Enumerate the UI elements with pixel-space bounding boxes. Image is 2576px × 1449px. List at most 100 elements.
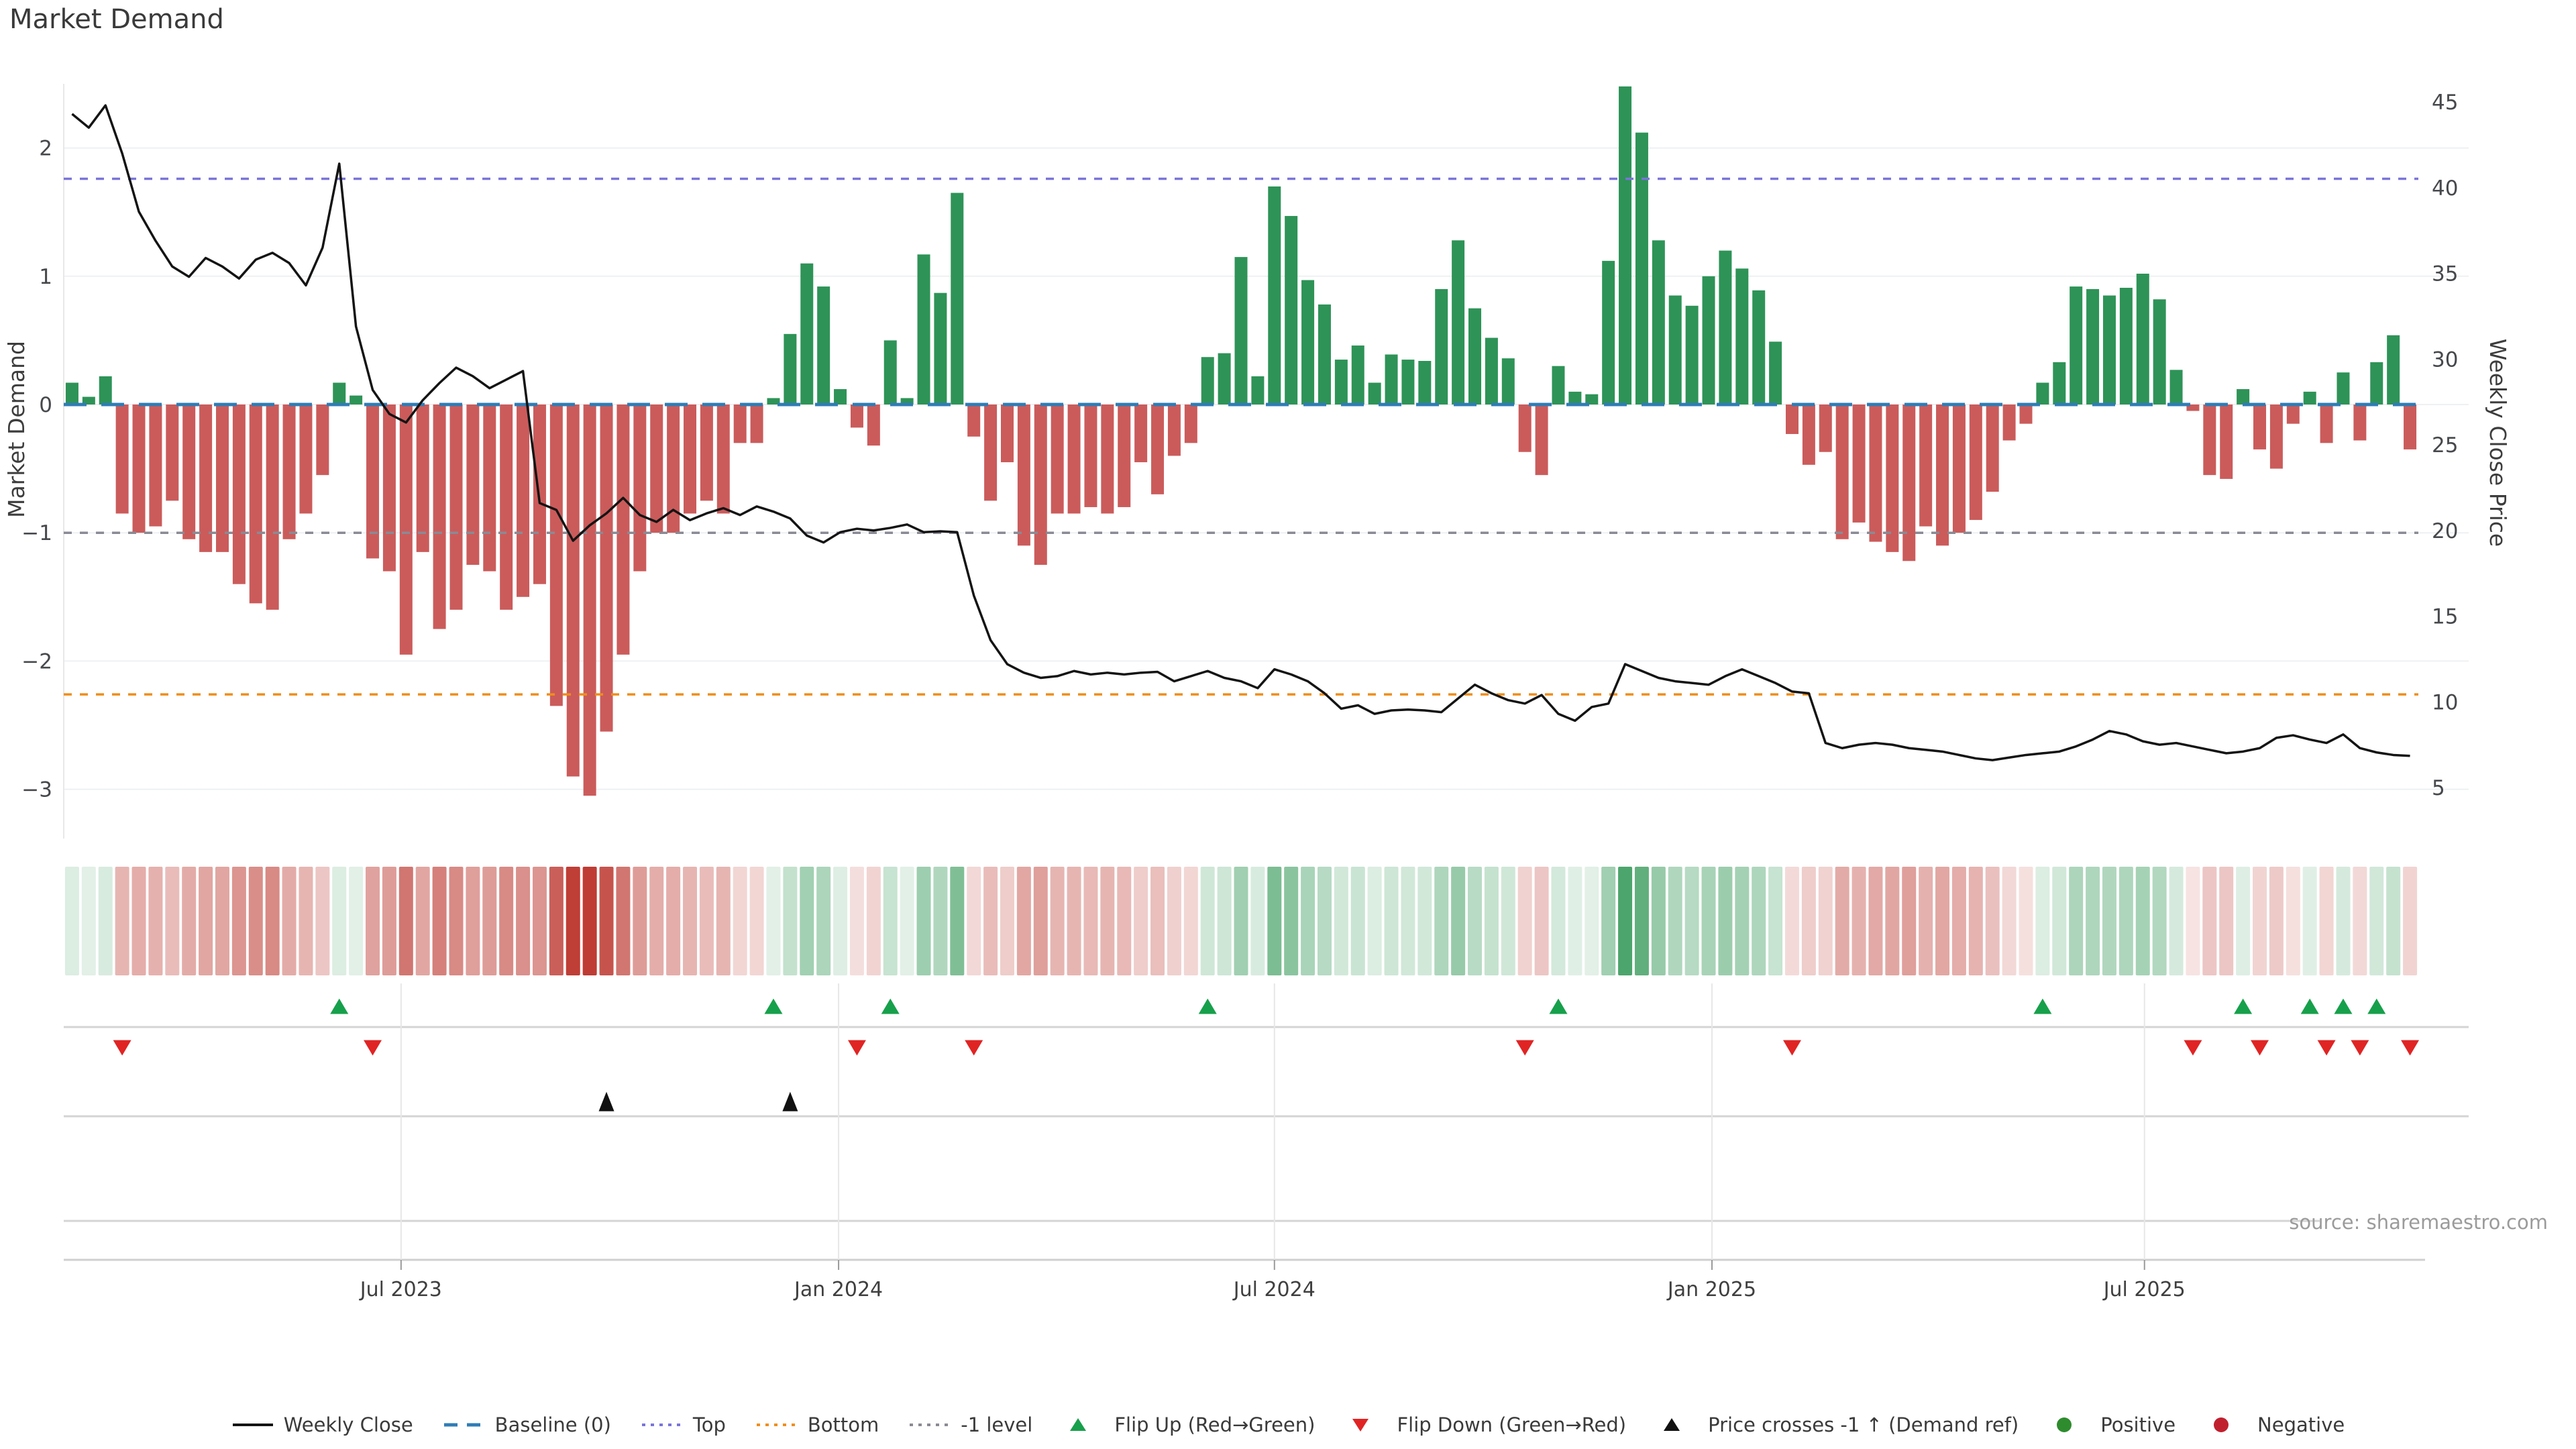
demand-bar-negative [1134,405,1148,463]
demand-bar-positive [900,398,914,405]
heatmap-cell [1451,867,1466,975]
demand-bar-negative [867,405,880,446]
right-axis-tick: 25 [2432,433,2458,458]
legend-item: Top [641,1413,726,1436]
heatmap-cell [1601,867,1616,975]
heatmap-cell [2135,867,2150,975]
demand-bar-positive [1602,260,1615,405]
heatmap-cell [1902,867,1917,975]
heatmap-cell [666,867,681,975]
demand-bar-negative [249,405,262,604]
heatmap-cell [649,867,664,975]
heatmap-cell [466,867,480,975]
heatmap-cell [749,867,764,975]
heatmap-cell [332,867,347,975]
heatmap-cell [231,867,246,975]
demand-bar-negative [1936,405,1949,546]
legend-item: Positive [2048,1413,2176,1436]
legend-swatch-tri-down-icon [1352,1419,1369,1432]
demand-bar-negative [1000,405,1014,463]
heatmap-cell [1868,867,1883,975]
left-axis-tick: −3 [21,778,52,802]
demand-bar-negative [1184,405,1197,443]
x-axis-label: Jan 2024 [793,1278,883,1301]
left-axis-tick: 2 [39,137,52,161]
heatmap-cell [1083,867,1098,975]
weekly-close-line [71,104,2410,761]
demand-bar-negative [984,405,998,501]
flip-down-marker [2351,1040,2369,1056]
demand-bar-negative [1952,405,1966,533]
heatmap-cell [983,867,998,975]
heatmap-cell [2002,867,2017,975]
heatmap-cell [165,867,180,975]
demand-bar-positive [1234,257,1248,405]
heatmap-cell [1801,867,1816,975]
demand-bar-positive [1251,376,1265,405]
demand-bar-positive [1769,341,1782,405]
heatmap-cell [699,867,714,975]
legend-swatch-circle-icon [2214,1417,2229,1432]
heatmap-cell [2269,867,2284,975]
demand-bar-positive [1452,240,1465,405]
heatmap-cell [2336,867,2351,975]
legend-swatch-tri-up-icon [1664,1418,1680,1431]
heatmap-cell [199,867,213,975]
demand-bar-negative [483,405,496,572]
demand-bar-negative [500,405,513,610]
flip-down-marker [965,1040,983,1056]
heatmap-cell [1183,867,1198,975]
demand-bar-positive [1218,353,1231,405]
demand-bar-positive [883,340,897,405]
left-axis-tick: 1 [39,265,52,289]
demand-bar-negative [115,405,129,514]
flip-up-marker [764,998,783,1014]
heatmap-cell [2386,867,2401,975]
legend-label: Flip Up (Red→Green) [1114,1413,1316,1436]
heatmap-cell [1784,867,1799,975]
heatmap-cell [1818,867,1833,975]
demand-bar-negative [2019,405,2033,424]
demand-bar-negative [182,405,196,539]
heatmap-cell [215,867,229,975]
demand-bar-negative [733,405,747,443]
demand-bar-negative [1919,405,1933,527]
flip-up-marker [2367,998,2386,1014]
page-title: Market Demand [9,4,224,35]
heatmap-cell [1250,867,1265,975]
flip-up-marker [2234,998,2253,1014]
demand-bar-negative [1151,405,1165,494]
demand-bar-negative [616,405,630,655]
demand-bar-negative [1785,405,1799,434]
flip-down-marker [364,1040,382,1056]
heatmap-cell [1484,867,1499,975]
demand-bar-positive [1468,308,1482,405]
heatmap-cell [566,867,580,975]
heatmap-cell [1668,867,1682,975]
heatmap-cell [1317,867,1332,975]
heatmap-cell [1033,867,1048,975]
demand-bar-negative [1167,405,1181,456]
legend-item: Flip Up (Red→Green) [1062,1413,1315,1436]
heatmap-cell [2236,867,2251,975]
heatmap-cell [2118,867,2133,975]
legend-label: Positive [2100,1413,2176,1436]
heatmap-cell [1568,867,1582,975]
flip-down-marker [113,1040,131,1056]
heatmap-cell [349,867,364,975]
legend-swatch-circle-icon [2057,1417,2072,1432]
heatmap-cell [1651,867,1666,975]
heatmap-cell [2069,867,2084,975]
demand-bar-positive [82,396,95,405]
demand-bar-negative [2253,405,2267,449]
legend-label: Baseline (0) [494,1413,611,1436]
demand-bar-positive [1334,360,1348,405]
demand-bar-negative [1835,405,1849,539]
heatmap-cell [2219,867,2234,975]
heatmap-cell [2253,867,2267,975]
heatmap-cell [1885,867,1900,975]
demand-bar-positive [1585,394,1599,405]
heatmap-cell [1117,867,1132,975]
demand-bar-negative [2203,405,2216,476]
legend-label: Bottom [807,1413,879,1436]
